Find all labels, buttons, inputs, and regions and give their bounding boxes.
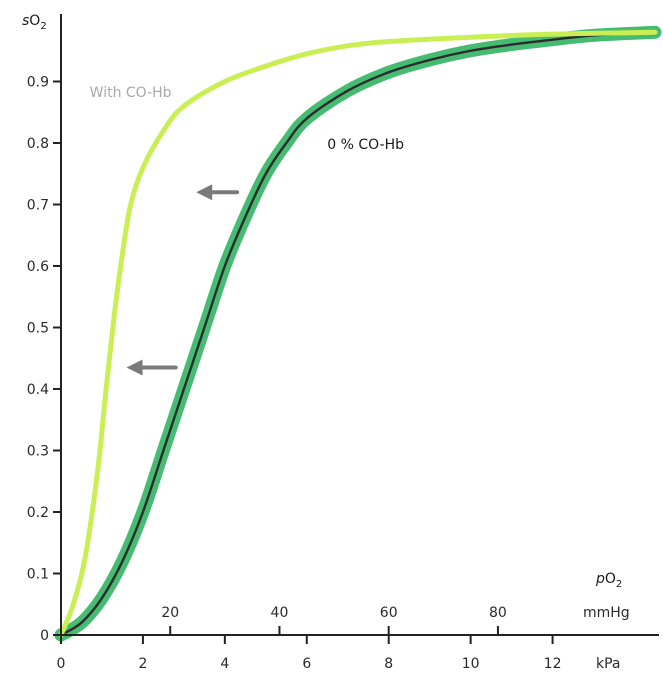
mmhg-tick-label: 40 [271,605,289,621]
axes: sO2 pO2 mmHg kPa [22,13,659,672]
y-tick-label: 0 [40,628,49,644]
label-with-co-hb: With CO-Hb [90,85,172,101]
ticks: 0 0.1 0.2 0.3 0.4 0.5 0.6 0.7 0.8 0.9 0 2 4 6 8 10 12 20 4… [27,75,562,673]
annotations: With CO-Hb 0 % CO-Hb [90,85,404,153]
y-tick-label: 0.2 [27,505,49,521]
y-axis-title: sO2 [22,13,47,32]
label-0-co-hb: 0 % CO-Hb [327,137,404,153]
y-tick-label: 0.8 [27,136,49,152]
secondary-x-axis-unit: mmHg [583,605,630,621]
mmhg-tick-label: 60 [380,605,398,621]
y-tick-label: 0.6 [27,259,49,275]
variation-band [54,25,662,642]
x-tick-label: 4 [220,656,229,672]
shift-arrow [196,184,240,201]
x-tick-label: 0 [57,656,66,672]
plot-area [54,25,662,642]
x-tick-label: 2 [138,656,147,672]
secondary-x-axis-title: pO2 [595,571,622,590]
mmhg-tick-label: 80 [489,605,507,621]
primary-x-axis-unit: kPa [596,656,621,672]
y-tick-label: 0.9 [27,75,49,91]
x-tick-label: 10 [462,656,480,672]
x-tick-label: 12 [544,656,562,672]
x-tick-label: 8 [384,656,393,672]
x-tick-label: 6 [302,656,311,672]
y-tick-label: 0.3 [27,444,49,460]
y-tick-label: 0.1 [27,567,49,583]
y-tick-label: 0.7 [27,198,49,214]
mmhg-tick-label: 20 [161,605,179,621]
y-tick-label: 0.5 [27,321,49,337]
shift-arrow [126,359,178,376]
series-with-co-hb [58,29,658,638]
series-line [58,29,658,638]
y-tick-label: 0.4 [27,382,49,398]
series-line [59,31,657,637]
series-0-co-hb [54,25,662,642]
shift-arrows [126,184,240,376]
